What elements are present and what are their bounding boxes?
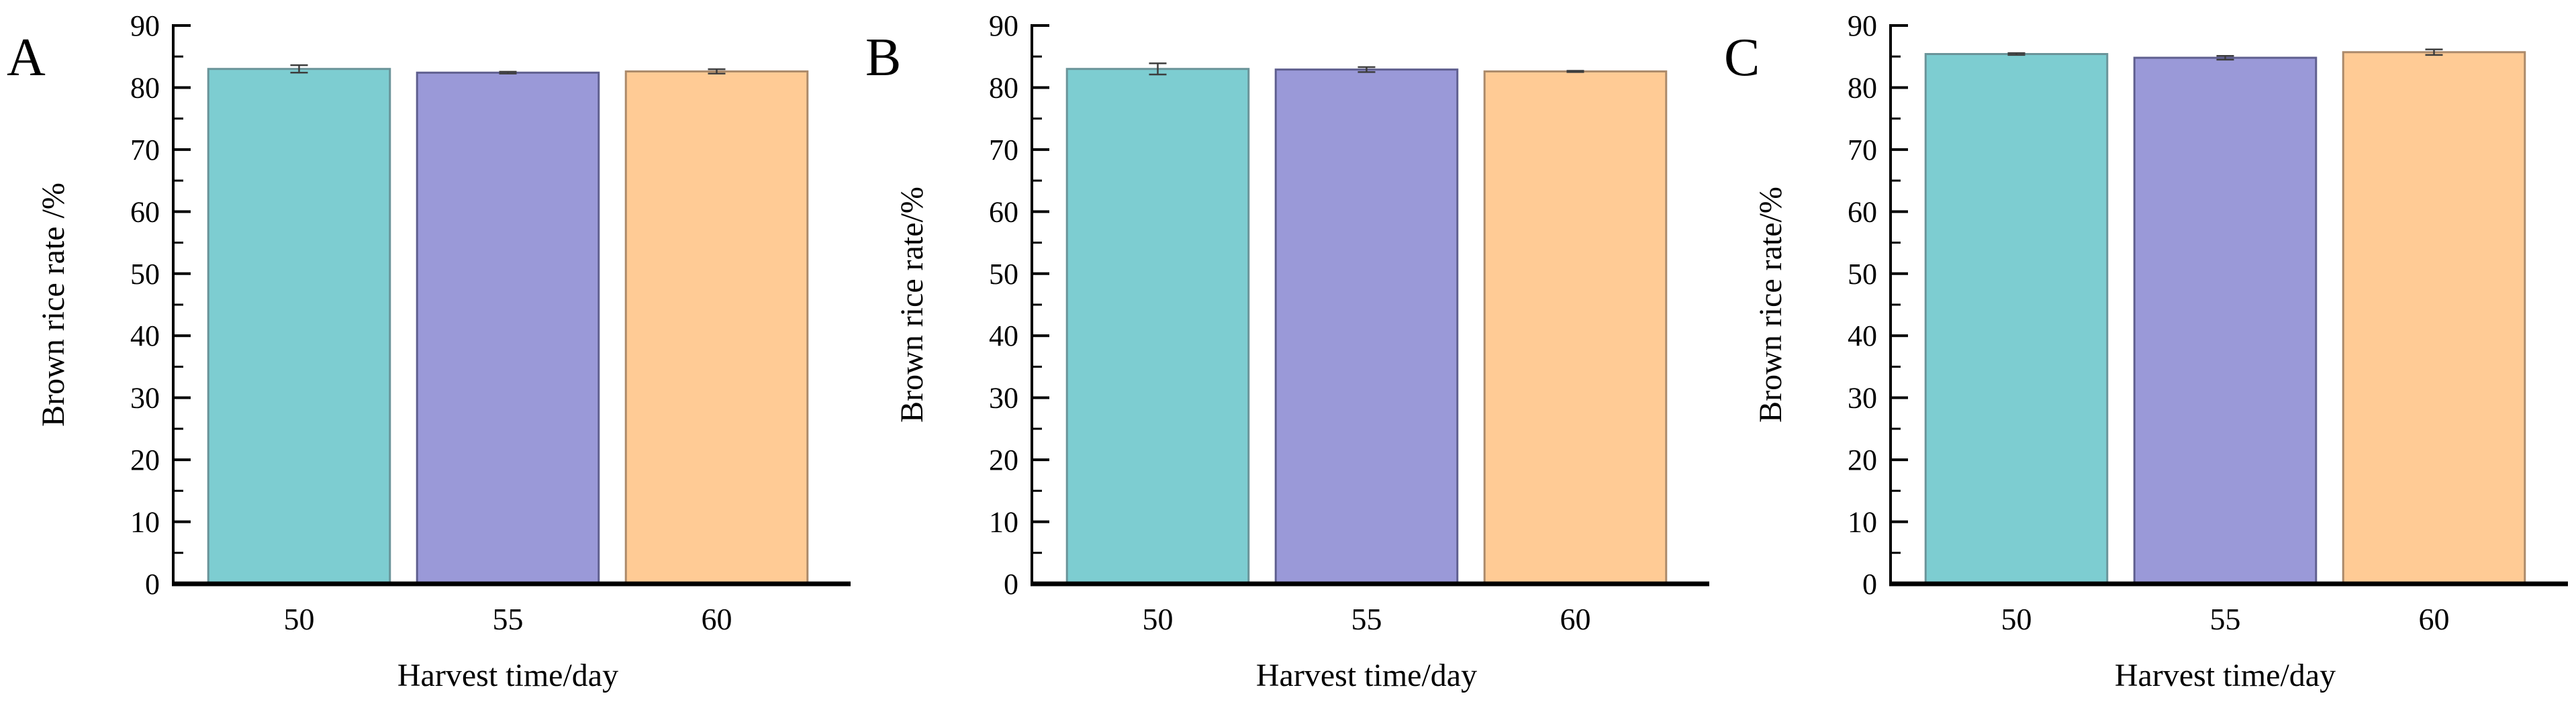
bar xyxy=(1924,53,2109,585)
y-tick-label: 10 xyxy=(989,506,1018,539)
y-axis-title: Brown rice rate /% xyxy=(36,183,71,427)
y-tick-label: 0 xyxy=(145,568,160,601)
x-tick-label: 50 xyxy=(1143,602,1174,636)
y-tick-label: 20 xyxy=(130,444,160,476)
y-tick-label: 90 xyxy=(130,9,160,42)
y-tick-label: 40 xyxy=(1848,319,1877,352)
chart-svg: 0 10 20 30 40 50 60 70 80 90 50 55 60 Harvest time/da… xyxy=(865,9,1709,693)
x-axis-title: Harvest time/day xyxy=(1256,658,1477,693)
y-tick-label: 70 xyxy=(130,134,160,166)
bar xyxy=(1274,68,1459,585)
y-tick-label: 60 xyxy=(1848,195,1877,228)
y-tick-label: 30 xyxy=(130,382,160,415)
y-tick-label: 0 xyxy=(1862,568,1877,601)
y-tick-label: 90 xyxy=(1848,9,1877,42)
bar xyxy=(624,70,809,585)
panel-letter: B xyxy=(865,28,901,87)
y-tick-label: 50 xyxy=(130,258,160,291)
y-tick-label: 60 xyxy=(989,195,1018,228)
y-tick-label: 10 xyxy=(130,506,160,539)
x-axis-title: Harvest time/day xyxy=(2115,658,2336,693)
bar xyxy=(1065,68,1250,585)
panel-a: 0 10 20 30 40 50 60 70 80 90 50 55 60 Harvest time/da… xyxy=(0,0,859,708)
y-axis-title: Brown rice rate/% xyxy=(894,187,930,423)
panel-letter: A xyxy=(7,28,46,87)
y-tick-label: 30 xyxy=(989,382,1018,415)
y-tick-label: 40 xyxy=(989,319,1018,352)
panel-b: 0 10 20 30 40 50 60 70 80 90 50 55 60 Harvest time/da… xyxy=(859,0,1717,708)
chart-svg: 0 10 20 30 40 50 60 70 80 90 50 55 60 Harvest time/da… xyxy=(1724,9,2568,693)
y-tick-label: 20 xyxy=(1848,444,1877,476)
y-tick-label: 50 xyxy=(1848,258,1877,291)
y-tick-label: 70 xyxy=(1848,134,1877,166)
x-tick-label: 55 xyxy=(493,602,524,636)
x-tick-label: 50 xyxy=(284,602,315,636)
panel-c: 0 10 20 30 40 50 60 70 80 90 50 55 60 Harvest time/da… xyxy=(1717,0,2576,708)
y-tick-label: 80 xyxy=(1848,71,1877,104)
y-tick-label: 20 xyxy=(989,444,1018,476)
x-tick-label: 60 xyxy=(1560,602,1591,636)
y-tick-label: 60 xyxy=(130,195,160,228)
bar xyxy=(2133,56,2318,585)
y-axis-title: Brown rice rate/% xyxy=(1753,187,1788,423)
y-tick-label: 0 xyxy=(1004,568,1018,601)
bar xyxy=(416,71,600,585)
panel-letter: C xyxy=(1724,28,1760,87)
bar xyxy=(2342,51,2526,585)
y-tick-label: 10 xyxy=(1848,506,1877,539)
y-tick-label: 80 xyxy=(989,71,1018,104)
y-tick-label: 80 xyxy=(130,71,160,104)
x-tick-label: 60 xyxy=(2419,602,2450,636)
y-tick-label: 70 xyxy=(989,134,1018,166)
x-tick-label: 55 xyxy=(2210,602,2241,636)
y-tick-label: 40 xyxy=(130,319,160,352)
x-tick-label: 55 xyxy=(1351,602,1382,636)
chart-svg: 0 10 20 30 40 50 60 70 80 90 50 55 60 Harvest time/da… xyxy=(7,9,851,693)
x-tick-label: 50 xyxy=(2001,602,2032,636)
y-tick-label: 50 xyxy=(989,258,1018,291)
x-tick-label: 60 xyxy=(702,602,732,636)
bar xyxy=(1483,70,1668,585)
bar xyxy=(207,68,391,585)
y-tick-label: 90 xyxy=(989,9,1018,42)
x-axis-title: Harvest time/day xyxy=(397,658,618,693)
y-tick-label: 30 xyxy=(1848,382,1877,415)
